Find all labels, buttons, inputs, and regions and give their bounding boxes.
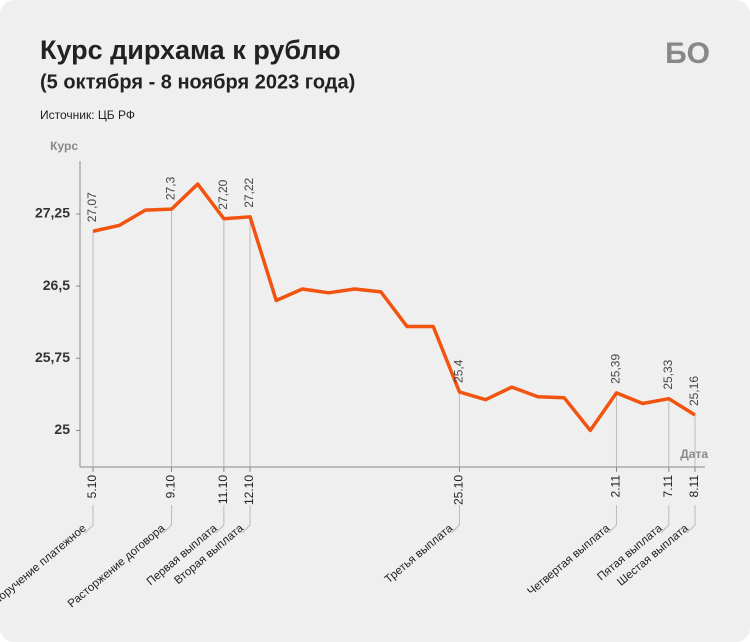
y-tick-label: 27,25: [35, 205, 70, 221]
value-label: 25,39: [609, 354, 623, 384]
value-label: 25,16: [687, 376, 701, 406]
x-tick-label: 11.10: [216, 475, 230, 504]
x-tick-label: 25.10: [452, 475, 466, 505]
value-label: 27,07: [85, 192, 99, 222]
y-tick-label: 25,75: [35, 349, 70, 365]
event-line: [686, 524, 696, 534]
x-tick-label: 9.10: [164, 475, 178, 499]
y-tick-label: 26,5: [43, 277, 70, 293]
x-tick-label: 2.11: [609, 475, 623, 498]
title: Курс дирхама к рублю: [40, 35, 341, 65]
x-label: Дата: [680, 447, 708, 461]
event-line: [84, 524, 94, 534]
value-label: 25,4: [452, 359, 466, 383]
y-label: Курс: [50, 139, 78, 153]
event-line: [451, 524, 460, 534]
value-label: 27,22: [242, 177, 256, 207]
subtitle: (5 октября - 8 ноября 2023 года): [40, 71, 355, 93]
x-tick-label: 12.10: [242, 475, 256, 505]
value-label: 27,3: [164, 176, 178, 200]
event-label: Четвертая выплата: [525, 522, 612, 598]
source: Источник: ЦБ РФ: [40, 108, 135, 122]
event-line: [215, 524, 225, 534]
x-tick-label: 8.11: [687, 475, 701, 498]
x-tick-label: 7.11: [661, 475, 675, 498]
event-line: [660, 524, 670, 534]
event-label: Третья выплата: [383, 522, 456, 586]
event-line: [163, 524, 172, 534]
value-label: 25,33: [661, 359, 675, 389]
value-label: 27,20: [216, 179, 230, 209]
data-line: [92, 182, 696, 433]
logo: БО: [665, 37, 710, 70]
y-tick-label: 25: [54, 421, 70, 437]
x-tick-label: 5.10: [85, 475, 99, 499]
event-line: [608, 524, 617, 534]
event-line: [241, 524, 251, 534]
